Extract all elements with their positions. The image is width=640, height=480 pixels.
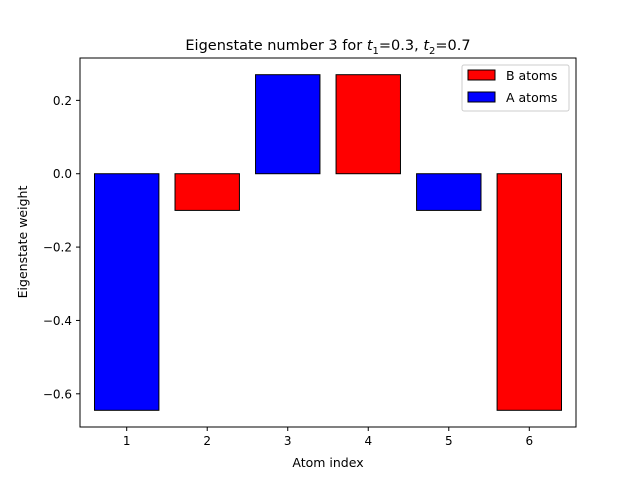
- x-tick-label: 2: [203, 434, 211, 448]
- y-tick-label: 0.2: [53, 94, 72, 108]
- x-ticks-group: 1 2 3 4 5 6: [123, 427, 533, 448]
- bars-group: [93, 74, 563, 411]
- bar-atom-3: [255, 74, 321, 175]
- x-tick-label: 4: [364, 434, 372, 448]
- legend: B atoms A atoms: [461, 64, 570, 112]
- y-tick-label: 0.0: [53, 167, 72, 181]
- legend-swatch-a-atoms: [467, 91, 496, 103]
- plot-area: [80, 58, 576, 427]
- y-axis-label: Eigenstate weight: [15, 186, 30, 299]
- y-ticks-group: 0.2 0.0 −0.2 −0.4 −0.6: [43, 94, 80, 401]
- bar-atom-5: [416, 173, 482, 211]
- x-tick-label: 5: [445, 434, 453, 448]
- bar-atom-1: [93, 173, 160, 411]
- y-tick-label: −0.6: [43, 387, 72, 401]
- axes-frame: [79, 57, 577, 428]
- bar-atom-6: [496, 173, 563, 411]
- y-tick-label: −0.2: [43, 241, 72, 255]
- legend-label-a-atoms: A atoms: [506, 90, 557, 105]
- legend-swatch-b-atoms: [467, 69, 496, 81]
- y-tick-label: −0.4: [43, 314, 72, 328]
- x-axis-label: Atom index: [292, 455, 363, 470]
- x-tick-label: 6: [525, 434, 533, 448]
- x-tick-label: 1: [123, 434, 131, 448]
- bar-atom-4: [335, 74, 401, 175]
- bar-atom-2: [174, 173, 240, 211]
- chart-title: Eigenstate number 3 for t1=0.3, t2=0.7: [185, 38, 470, 57]
- legend-label-b-atoms: B atoms: [506, 68, 557, 83]
- x-tick-label: 3: [284, 434, 292, 448]
